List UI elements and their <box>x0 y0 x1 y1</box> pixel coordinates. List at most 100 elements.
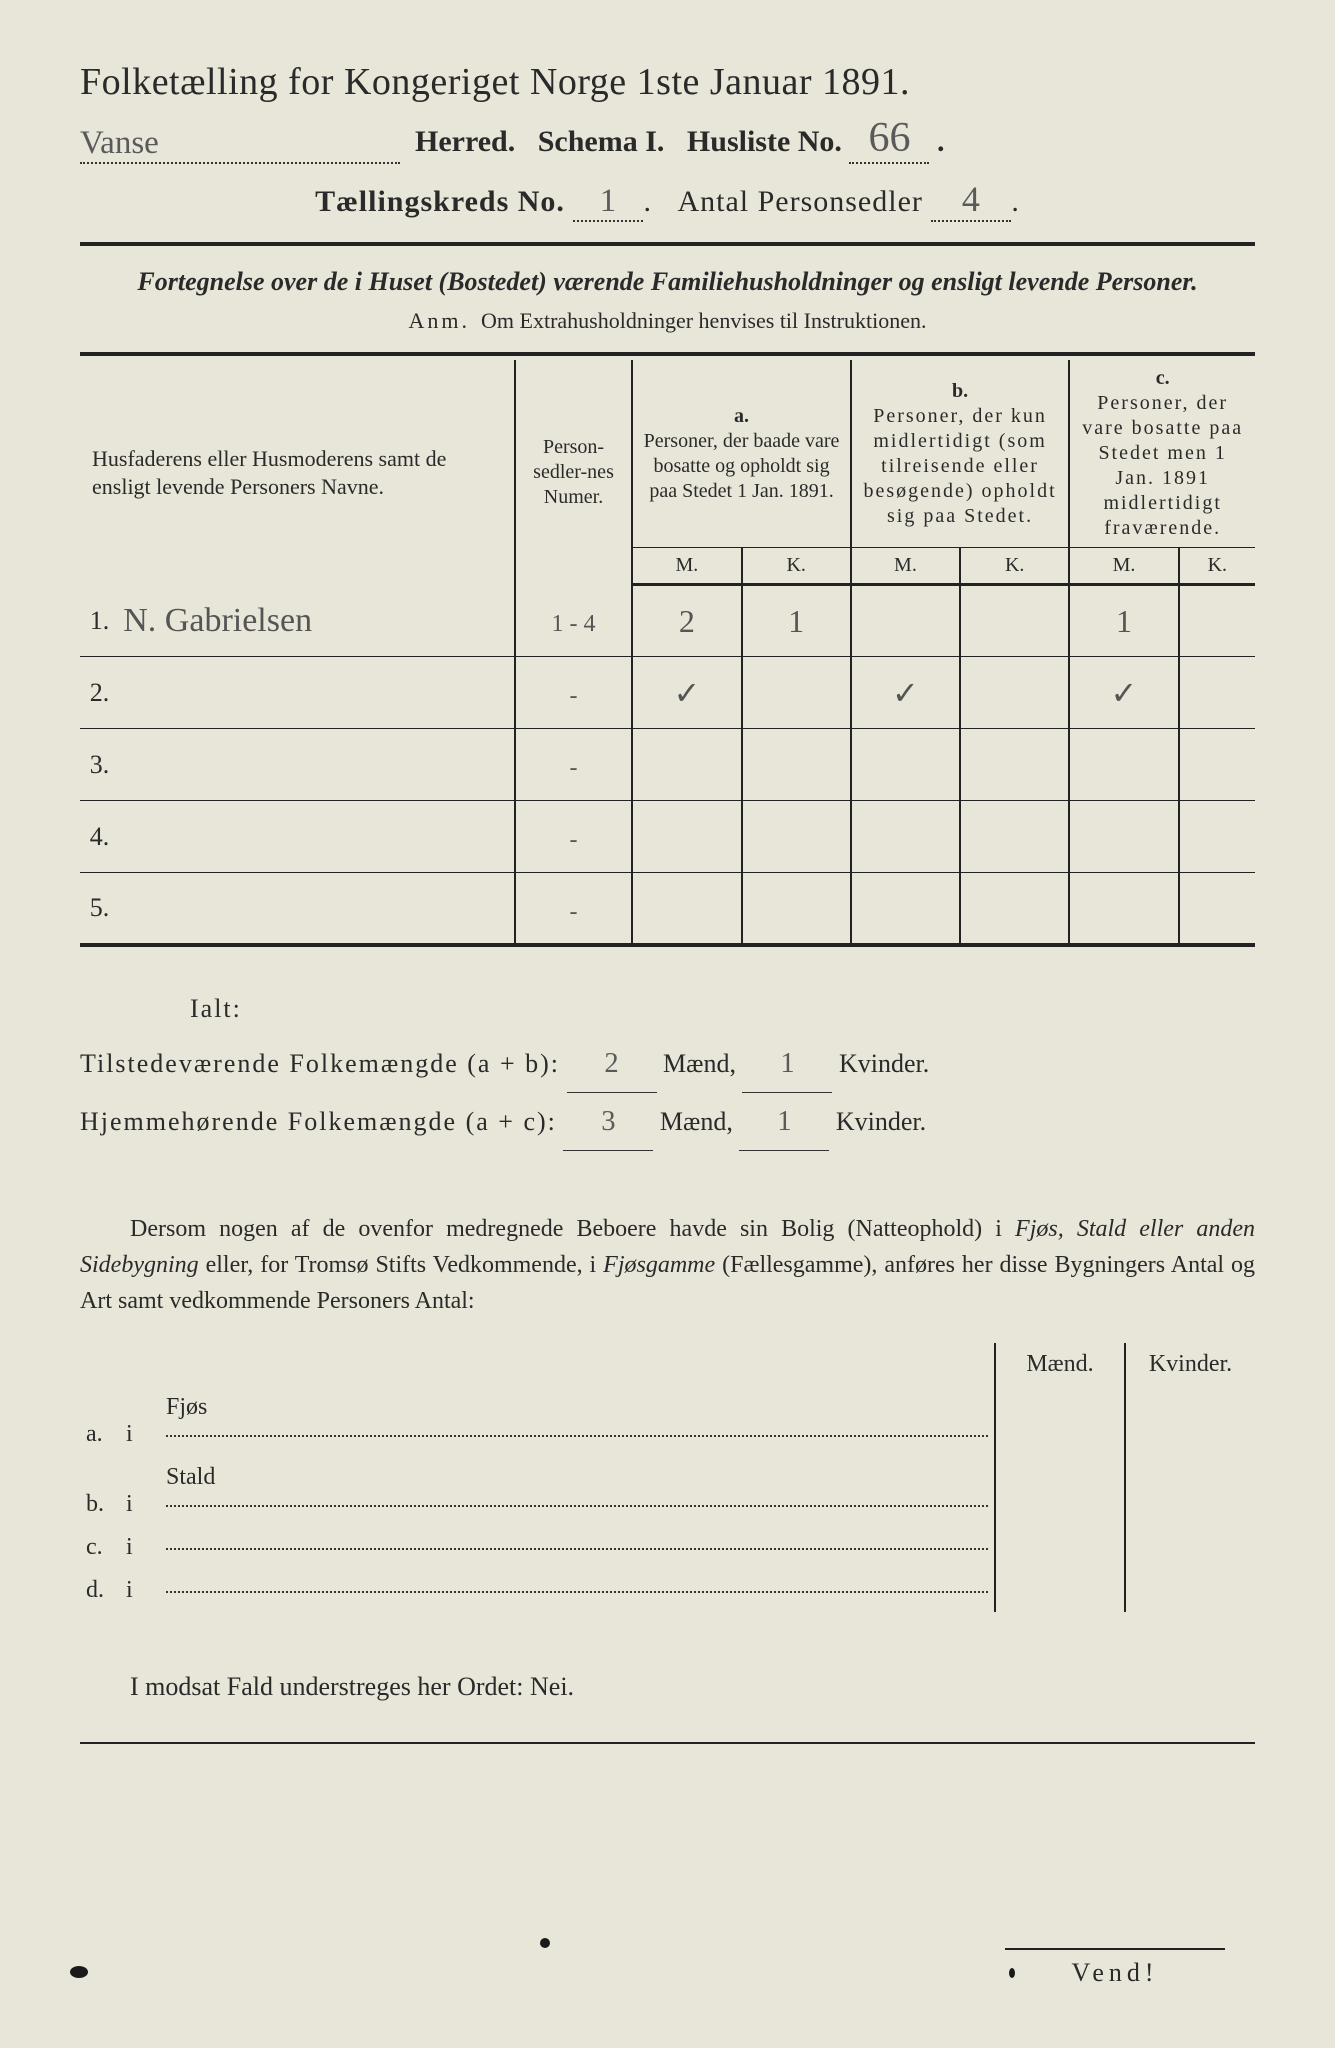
row-cK <box>1179 801 1255 873</box>
bldg-col-k: Kvinder. <box>1125 1343 1255 1386</box>
row-bK <box>960 729 1069 801</box>
divider <box>80 1742 1255 1744</box>
bldg-m <box>995 1526 1125 1569</box>
bldg-row: a.iFjøs <box>80 1386 1255 1456</box>
bldg-row: c.i <box>80 1526 1255 1569</box>
bldg-label: Fjøs <box>160 1386 995 1456</box>
bldg-key: a. <box>80 1386 120 1456</box>
row-name <box>115 729 515 801</box>
col-subheader-k: K. <box>742 548 851 585</box>
row-name <box>115 657 515 729</box>
building-table: Mænd. Kvinder. a.iFjøs b.iStald c.i d.i <box>80 1343 1255 1612</box>
bldg-i: i <box>120 1526 160 1569</box>
row-aK <box>742 657 851 729</box>
row-sedler: - <box>515 657 633 729</box>
row-aM: 2 <box>632 585 741 657</box>
col-header-c: c. Personer, der vare bosatte paa Stedet… <box>1069 360 1255 548</box>
herred-line: Vanse Herred. Schema I. Husliste No. 66 … <box>80 114 1255 164</box>
anm-note: Anm. Om Extrahusholdninger henvises til … <box>80 308 1255 334</box>
row-number: 1. <box>80 585 115 657</box>
row-cK <box>1179 729 1255 801</box>
row-bM <box>851 729 960 801</box>
row-cK <box>1179 873 1255 945</box>
row-bM: ✓ <box>851 657 960 729</box>
table-row: 3.- <box>80 729 1255 801</box>
row-name <box>115 801 515 873</box>
row-cM <box>1069 729 1178 801</box>
bldg-i: i <box>120 1569 160 1612</box>
col-header-num: Person-sedler-nes Numer. <box>515 360 633 585</box>
ialt-label: Ialt: <box>80 983 1255 1035</box>
personsedler-value: 4 <box>931 178 1011 222</box>
row-bK <box>960 585 1069 657</box>
row-number: 3. <box>80 729 115 801</box>
row-bM <box>851 585 960 657</box>
row-number: 2. <box>80 657 115 729</box>
present-label: Tilstedeværende Folkemængde (a + b): <box>80 1049 560 1078</box>
bldg-k <box>1125 1526 1255 1569</box>
bldg-i: i <box>120 1386 160 1456</box>
divider <box>80 242 1255 246</box>
row-number: 5. <box>80 873 115 945</box>
kreds-line: Tællingskreds No. 1. Antal Personsedler … <box>80 178 1255 222</box>
resident-k: 1 <box>739 1093 829 1151</box>
row-cM: ✓ <box>1069 657 1178 729</box>
bldg-m <box>995 1386 1125 1456</box>
kreds-value: 1 <box>573 183 643 222</box>
table-row: 4. - <box>80 801 1255 873</box>
row-aM <box>632 873 741 945</box>
bldg-key: c. <box>80 1526 120 1569</box>
row-bK <box>960 801 1069 873</box>
table-row: 2.-✓✓✓ <box>80 657 1255 729</box>
bldg-label: Stald <box>160 1456 995 1526</box>
page-title: Folketælling for Kongeriget Norge 1ste J… <box>80 60 1255 104</box>
row-sedler: - <box>515 801 633 873</box>
row-number: 4. <box>80 801 115 873</box>
row-bM <box>851 801 960 873</box>
row-aM: ✓ <box>632 657 741 729</box>
row-bM <box>851 873 960 945</box>
herred-value: Vanse <box>80 125 400 164</box>
personsedler-label: Antal Personsedler <box>677 185 922 218</box>
row-aM <box>632 801 741 873</box>
resident-m: 3 <box>563 1093 653 1151</box>
row-name: N. Gabrielsen <box>115 585 515 657</box>
divider <box>80 352 1255 356</box>
row-cM <box>1069 873 1178 945</box>
footer-vend: Vend! <box>1005 1948 1225 1988</box>
bldg-key: d. <box>80 1569 120 1612</box>
nei-line: I modsat Fald understreges her Ordet: Ne… <box>80 1672 1255 1702</box>
bldg-m <box>995 1569 1125 1612</box>
table-row: 1.N. Gabrielsen1 - 4211 <box>80 585 1255 657</box>
bldg-i: i <box>120 1456 160 1526</box>
row-aK <box>742 873 851 945</box>
bldg-row: b.iStald <box>80 1456 1255 1526</box>
table-row: 5.- <box>80 873 1255 945</box>
husliste-label: Husliste No. <box>687 125 842 158</box>
col-header-name: Husfaderens eller Husmoderens samt de en… <box>80 360 515 585</box>
row-cM: 1 <box>1069 585 1178 657</box>
herred-label: Herred. <box>415 125 515 158</box>
building-paragraph: Dersom nogen af de ovenfor medregnede Be… <box>80 1211 1255 1319</box>
row-aK: 1 <box>742 585 851 657</box>
bldg-label <box>160 1569 995 1612</box>
ink-blot <box>540 1938 550 1948</box>
row-aM <box>632 729 741 801</box>
ink-blot <box>1009 1968 1015 1978</box>
bldg-key: b. <box>80 1456 120 1526</box>
col-subheader-k: K. <box>960 548 1069 585</box>
subtitle: Fortegnelse over de i Huset (Bostedet) v… <box>80 264 1255 300</box>
row-aK <box>742 729 851 801</box>
col-subheader-m: M. <box>851 548 960 585</box>
household-table: Husfaderens eller Husmoderens samt de en… <box>80 360 1255 947</box>
col-subheader-k: K. <box>1179 548 1255 585</box>
present-m: 2 <box>567 1035 657 1093</box>
ink-blot <box>70 1966 88 1978</box>
bldg-k <box>1125 1386 1255 1456</box>
bldg-k <box>1125 1569 1255 1612</box>
kreds-label: Tællingskreds No. <box>315 185 565 218</box>
row-cM <box>1069 801 1178 873</box>
col-subheader-m: M. <box>632 548 741 585</box>
bldg-row: d.i <box>80 1569 1255 1612</box>
row-name <box>115 873 515 945</box>
